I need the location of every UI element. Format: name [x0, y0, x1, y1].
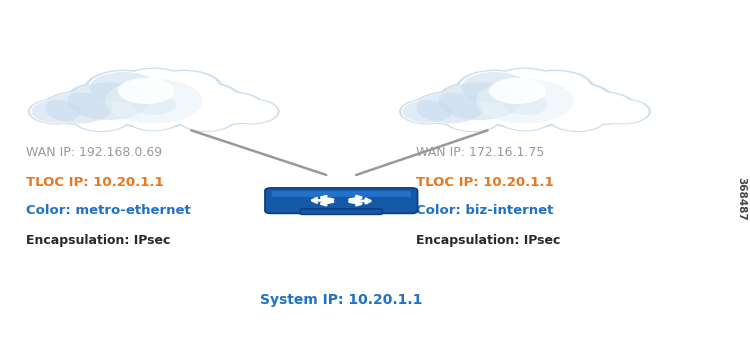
Circle shape [148, 71, 220, 104]
Circle shape [223, 98, 280, 125]
Circle shape [105, 79, 202, 123]
Circle shape [131, 94, 176, 115]
Circle shape [516, 70, 594, 105]
Circle shape [68, 82, 150, 120]
Circle shape [489, 78, 546, 104]
Circle shape [459, 71, 531, 104]
Circle shape [435, 81, 525, 122]
Circle shape [496, 105, 554, 131]
Text: Color: metro-ethernet: Color: metro-ethernet [26, 204, 191, 217]
Circle shape [399, 98, 456, 125]
Circle shape [529, 82, 611, 120]
Circle shape [128, 106, 180, 130]
Circle shape [476, 82, 574, 127]
Circle shape [519, 71, 591, 104]
Circle shape [445, 106, 500, 131]
Circle shape [499, 106, 551, 130]
Circle shape [121, 69, 187, 99]
Circle shape [471, 80, 579, 129]
Circle shape [403, 100, 452, 123]
FancyBboxPatch shape [272, 191, 411, 197]
Text: System IP: 10.20.1.1: System IP: 10.20.1.1 [260, 293, 422, 307]
Circle shape [74, 106, 129, 131]
Text: WAN IP: 172.16.1.75: WAN IP: 172.16.1.75 [416, 146, 544, 159]
Circle shape [71, 105, 131, 132]
Circle shape [104, 82, 203, 127]
Circle shape [154, 81, 244, 122]
Text: TLOC IP: 10.20.1.1: TLOC IP: 10.20.1.1 [26, 176, 164, 189]
Circle shape [88, 71, 160, 104]
Circle shape [413, 91, 488, 125]
FancyBboxPatch shape [265, 188, 418, 213]
Circle shape [32, 100, 81, 123]
Text: Encapsulation: IPsec: Encapsulation: IPsec [26, 234, 170, 247]
Circle shape [550, 106, 605, 131]
Circle shape [90, 72, 158, 103]
Circle shape [566, 92, 634, 124]
Circle shape [456, 70, 534, 105]
Circle shape [548, 105, 608, 132]
Circle shape [85, 70, 163, 105]
Circle shape [118, 68, 190, 100]
Circle shape [439, 82, 521, 120]
Circle shape [442, 105, 503, 132]
Circle shape [439, 82, 521, 120]
Circle shape [41, 91, 116, 125]
Circle shape [562, 91, 638, 125]
Circle shape [178, 106, 234, 131]
Circle shape [100, 80, 208, 129]
Circle shape [176, 105, 236, 132]
Text: 368487: 368487 [736, 177, 746, 221]
Circle shape [191, 91, 266, 125]
Circle shape [525, 81, 615, 122]
Circle shape [596, 99, 649, 123]
Circle shape [416, 93, 484, 123]
FancyBboxPatch shape [300, 209, 382, 214]
Circle shape [489, 68, 561, 100]
Circle shape [476, 79, 574, 123]
Circle shape [416, 92, 484, 124]
Circle shape [64, 81, 154, 122]
Circle shape [28, 98, 85, 125]
Text: Encapsulation: IPsec: Encapsulation: IPsec [416, 234, 560, 247]
Circle shape [118, 78, 175, 104]
Circle shape [492, 69, 558, 99]
Text: TLOC IP: 10.20.1.1: TLOC IP: 10.20.1.1 [416, 176, 554, 189]
Text: Color: biz-internet: Color: biz-internet [416, 204, 554, 217]
Circle shape [145, 70, 223, 105]
Circle shape [503, 94, 548, 115]
Circle shape [45, 93, 112, 123]
Circle shape [44, 92, 113, 124]
Circle shape [225, 99, 278, 123]
Circle shape [401, 99, 454, 123]
Circle shape [125, 105, 182, 131]
Circle shape [594, 98, 651, 125]
Text: WAN IP: 192.168.0.69: WAN IP: 192.168.0.69 [26, 146, 162, 159]
Circle shape [194, 92, 263, 124]
Circle shape [461, 72, 529, 103]
Circle shape [68, 82, 150, 120]
Circle shape [30, 99, 82, 123]
Circle shape [158, 82, 240, 120]
